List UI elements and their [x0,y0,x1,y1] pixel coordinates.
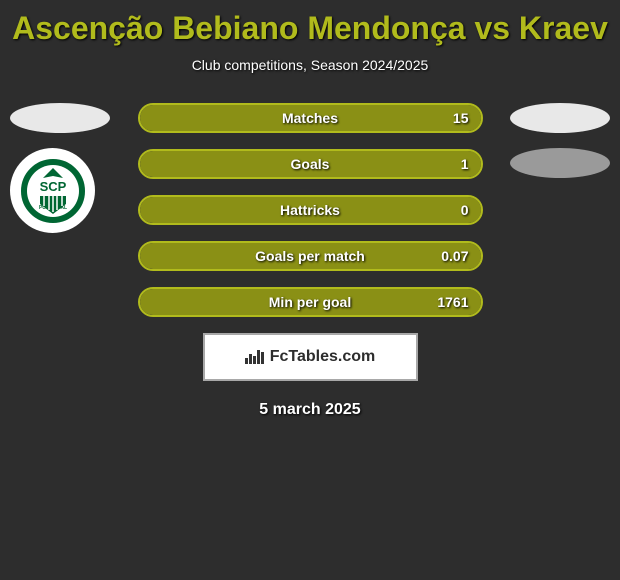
branding-box[interactable]: FcTables.com [203,333,418,381]
right-player-ellipse-2 [510,148,610,178]
sporting-logo-icon: SCP SPORTING PORTUGAL [18,156,88,226]
comparison-title: Ascenção Bebiano Mendonça vs Kraev [0,10,620,47]
stat-value-matches: 15 [453,110,469,126]
stat-bar-goals-per-match: Goals per match 0.07 [138,241,483,271]
right-player-area [510,103,610,193]
chart-icon [245,350,264,364]
stats-bars: Matches 15 Goals 1 Hattricks 0 Goals per… [138,103,483,317]
stat-label-min-per-goal: Min per goal [269,294,351,310]
comparison-area: SCP SPORTING PORTUGAL Matches [0,103,620,317]
stat-value-min-per-goal: 1761 [437,294,468,310]
stat-bar-hattricks: Hattricks 0 [138,195,483,225]
right-player-ellipse-1 [510,103,610,133]
date-text: 5 march 2025 [0,401,620,419]
stat-label-matches: Matches [282,110,338,126]
stat-value-hattricks: 0 [461,202,469,218]
stat-bar-min-per-goal: Min per goal 1761 [138,287,483,317]
stat-value-goals-per-match: 0.07 [441,248,468,264]
season-subtitle: Club competitions, Season 2024/2025 [0,57,620,73]
left-player-ellipse [10,103,110,133]
svg-text:SCP: SCP [39,179,66,194]
main-container: Ascenção Bebiano Mendonça vs Kraev Club … [0,0,620,580]
stat-label-hattricks: Hattricks [280,202,340,218]
club-logo-sporting: SCP SPORTING PORTUGAL [10,148,95,233]
left-player-area: SCP SPORTING PORTUGAL [10,103,110,233]
stat-label-goals: Goals [291,156,330,172]
stat-bar-goals: Goals 1 [138,149,483,179]
stat-value-goals: 1 [461,156,469,172]
stat-bar-matches: Matches 15 [138,103,483,133]
branding-text: FcTables.com [270,348,376,366]
stat-label-goals-per-match: Goals per match [255,248,365,264]
